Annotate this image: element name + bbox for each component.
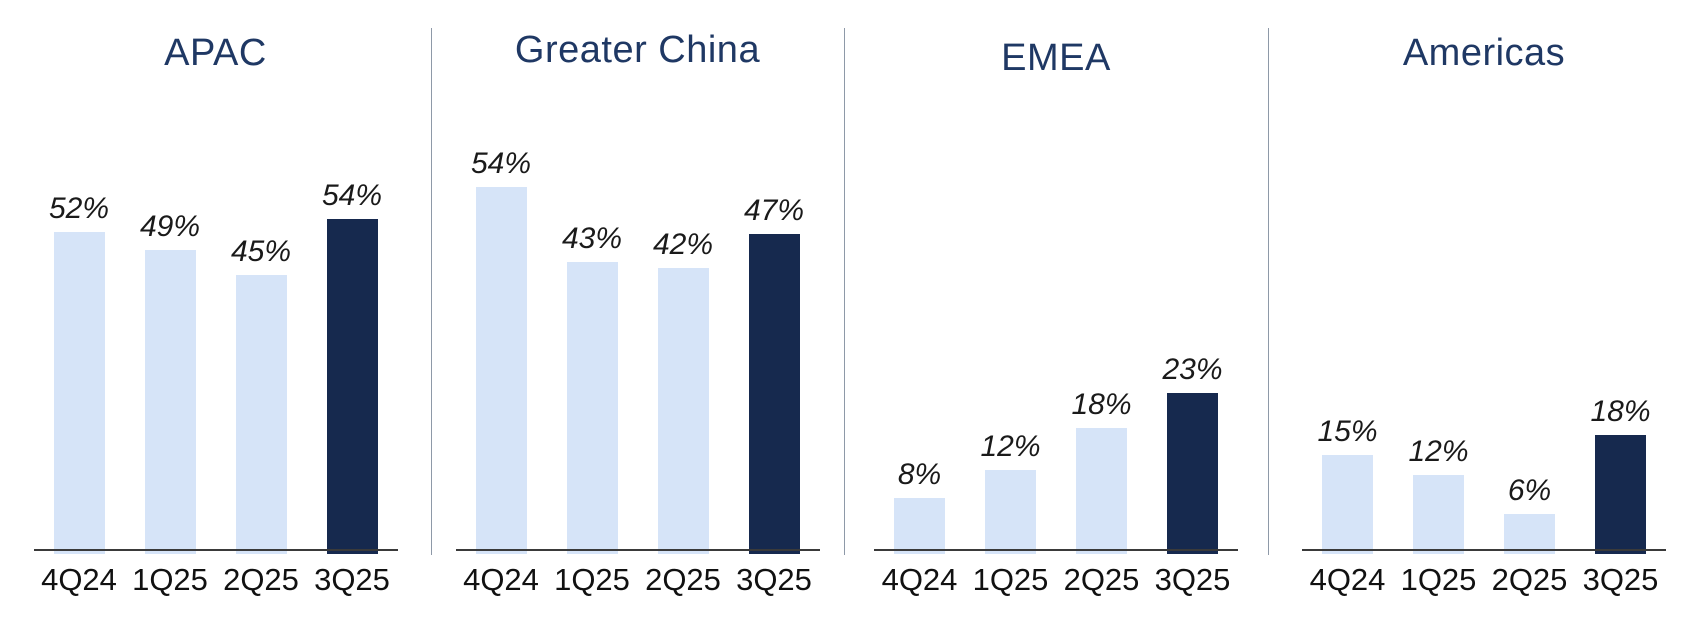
bars-area-americas: 15% 12% 6% 18%	[1302, 94, 1666, 554]
bar-greater-china-1q25	[566, 262, 618, 554]
x-axis-labels-apac: 4Q24 1Q25 2Q25 3Q25	[34, 562, 398, 598]
bar-column-americas-2q25: 6%	[1504, 476, 1555, 554]
bar-value-label: 6%	[1507, 474, 1552, 507]
bar-americas-2q25	[1504, 514, 1555, 554]
panel-title-apac: APAC	[164, 32, 267, 74]
bar-greater-china-2q25	[657, 268, 709, 554]
bars-area-apac: 52% 49% 45% 54%	[33, 94, 398, 554]
bar-value-label: 23%	[1162, 353, 1223, 386]
bar-column-apac-4q24: 52%	[49, 194, 109, 554]
category-label-1q25: 1Q25	[1400, 562, 1477, 597]
category-label-4q24: 4Q24	[881, 562, 958, 597]
category-label-1q25: 1Q25	[554, 562, 630, 597]
bar-value-label: 52%	[48, 192, 110, 225]
bar-highlighted-americas-3q25	[1595, 435, 1646, 554]
bar-value-label: 42%	[652, 228, 714, 261]
bar-column-americas-4q24: 15%	[1317, 417, 1378, 554]
bar-column-emea-3q25: 23%	[1162, 355, 1223, 554]
bar-emea-1q25	[985, 470, 1036, 554]
bar-value-label: 18%	[1590, 395, 1651, 428]
region-panel-apac: APAC 52% 49% 45% 54% 4Q24 1Q25 2Q25 3Q25	[0, 0, 431, 628]
x-axis-labels-greater-china: 4Q24 1Q25 2Q25 3Q25	[456, 562, 820, 598]
x-axis-labels-americas: 4Q24 1Q25 2Q25 3Q25	[1302, 562, 1666, 598]
category-label-3q25: 3Q25	[1582, 562, 1659, 597]
bar-greater-china-4q24	[475, 187, 527, 554]
category-label-2q25: 2Q25	[223, 562, 299, 597]
category-label-3q25: 3Q25	[1154, 562, 1231, 597]
bar-column-emea-2q25: 18%	[1071, 390, 1132, 554]
bar-value-label: 54%	[321, 179, 383, 212]
bars-area-emea: 8% 12% 18% 23%	[874, 94, 1238, 554]
region-panel-greater-china: Greater China 54% 43% 42% 47% 4Q24 1Q25 2Q25 3Q2…	[431, 0, 844, 628]
bar-value-label: 12%	[1408, 435, 1469, 468]
category-label-4q24: 4Q24	[41, 562, 117, 597]
panel-divider-1	[431, 28, 432, 555]
region-panel-americas: Americas 15% 12% 6% 18% 4Q24 1Q25 2Q25 3Q25	[1268, 0, 1700, 628]
category-label-3q25: 3Q25	[314, 562, 390, 597]
bar-column-apac-3q25: 54%	[322, 181, 382, 554]
panel-divider-2	[844, 28, 845, 555]
category-label-4q24: 4Q24	[463, 562, 539, 597]
chart-block-greater-china: 54% 43% 42% 47% 4Q24 1Q25 2Q25 3Q25	[455, 94, 820, 628]
bars-area-greater-china: 54% 43% 42% 47%	[455, 94, 820, 554]
category-label-2q25: 2Q25	[1063, 562, 1140, 597]
bar-column-emea-4q24: 8%	[894, 460, 945, 554]
bar-value-label: 12%	[980, 430, 1041, 463]
bar-column-americas-3q25: 18%	[1590, 397, 1651, 554]
bar-value-label: 47%	[743, 194, 805, 227]
bar-highlighted-apac-3q25	[326, 219, 378, 554]
bar-column-greater-china-1q25: 43%	[562, 224, 622, 554]
x-axis-labels-emea: 4Q24 1Q25 2Q25 3Q25	[874, 562, 1238, 598]
panel-divider-3	[1268, 28, 1269, 555]
chart-block-americas: 15% 12% 6% 18% 4Q24 1Q25 2Q25 3Q25	[1302, 94, 1666, 628]
bar-column-apac-2q25: 45%	[231, 237, 291, 554]
bar-value-label: 18%	[1071, 388, 1132, 421]
panel-title-emea: EMEA	[1001, 37, 1111, 79]
bar-column-apac-1q25: 49%	[140, 212, 200, 554]
bar-americas-1q25	[1413, 475, 1464, 554]
bar-highlighted-greater-china-3q25	[748, 234, 800, 554]
category-label-3q25: 3Q25	[736, 562, 812, 597]
category-label-1q25: 1Q25	[132, 562, 208, 597]
bar-value-label: 15%	[1317, 415, 1378, 448]
category-label-2q25: 2Q25	[1491, 562, 1568, 597]
category-label-2q25: 2Q25	[645, 562, 721, 597]
bar-column-greater-china-4q24: 54%	[471, 149, 531, 554]
bar-value-label: 45%	[230, 235, 292, 268]
bar-americas-4q24	[1322, 455, 1373, 554]
bar-column-americas-1q25: 12%	[1408, 437, 1469, 554]
bar-value-label: 43%	[561, 222, 623, 255]
chart-block-apac: 52% 49% 45% 54% 4Q24 1Q25 2Q25 3Q25	[33, 94, 398, 628]
bar-value-label: 49%	[139, 210, 201, 243]
category-label-1q25: 1Q25	[972, 562, 1049, 597]
bar-apac-2q25	[235, 275, 287, 554]
category-label-4q24: 4Q24	[1309, 562, 1386, 597]
bar-apac-4q24	[53, 232, 105, 554]
bar-column-greater-china-3q25: 47%	[744, 196, 804, 554]
bar-apac-1q25	[144, 250, 196, 554]
panel-title-americas: Americas	[1402, 32, 1566, 74]
bar-highlighted-emea-3q25	[1167, 393, 1218, 554]
bar-column-emea-1q25: 12%	[980, 432, 1041, 554]
region-panel-emea: EMEA 8% 12% 18% 23% 4Q24 1Q25 2Q25 3Q25	[844, 0, 1268, 628]
bar-column-greater-china-2q25: 42%	[653, 230, 713, 554]
panel-title-greater-china: Greater China	[514, 29, 761, 71]
chart-block-emea: 8% 12% 18% 23% 4Q24 1Q25 2Q25 3Q25	[874, 94, 1238, 628]
bar-emea-2q25	[1076, 428, 1127, 554]
bar-value-label: 54%	[470, 147, 532, 180]
bar-emea-4q24	[894, 498, 945, 554]
bar-value-label: 8%	[897, 458, 942, 491]
